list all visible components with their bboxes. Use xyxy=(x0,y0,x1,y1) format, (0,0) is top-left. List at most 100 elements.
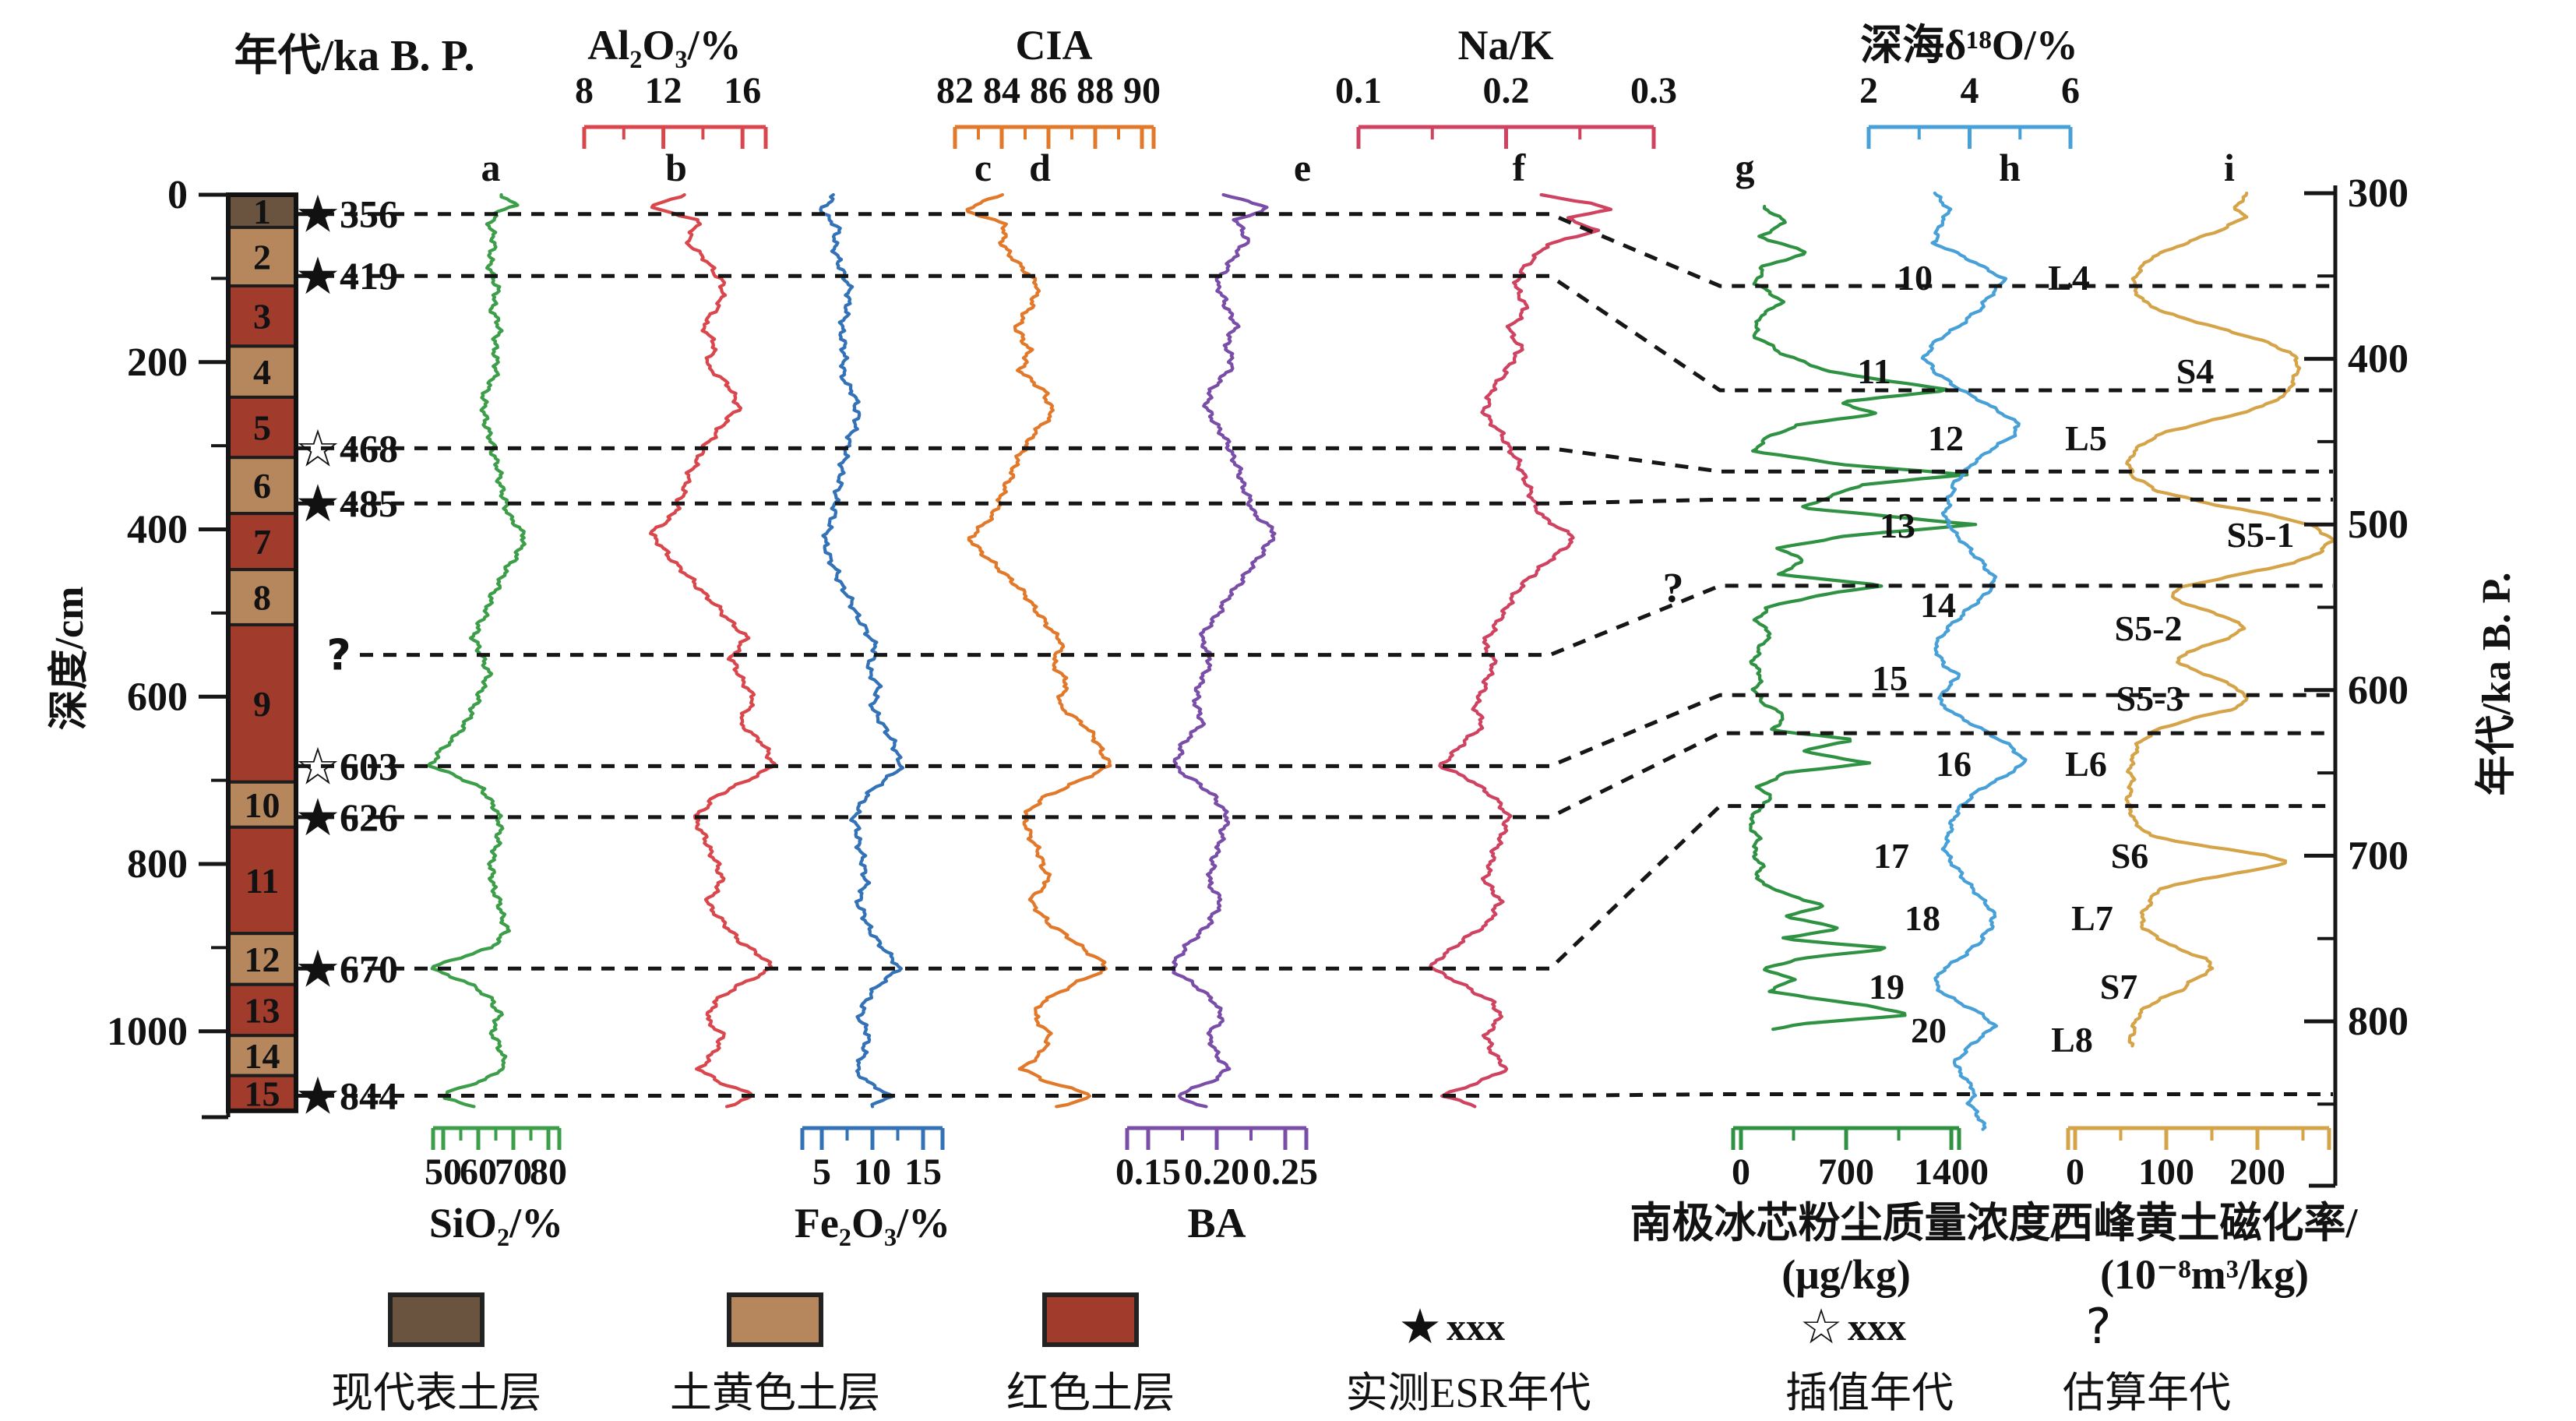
loess-unit-label: S7 xyxy=(2100,967,2138,1007)
legend-swatch-modern xyxy=(388,1292,485,1347)
correlation-line-603 xyxy=(298,693,2333,768)
legend-item: ? 估算年代 xyxy=(2063,1298,2231,1416)
mis-stage-label: 16 xyxy=(1936,744,1972,784)
mis-stage-label: 11 xyxy=(1857,351,1891,391)
legend-swatch-red xyxy=(1042,1292,1139,1347)
esr-age-value: 419 xyxy=(340,254,398,298)
panel-c-axis-title: Fe₂O₃/% xyxy=(795,1200,950,1246)
strat-layer-number: 12 xyxy=(245,940,280,979)
curve-b xyxy=(648,192,778,1109)
correlation-line-485 xyxy=(298,497,2333,506)
esr-star-icon: ★ xyxy=(294,1066,340,1126)
age-tick-label: 500 xyxy=(2348,502,2409,547)
legend-item: 土黄色土层 xyxy=(670,1292,880,1416)
panel-d-axis-title: CIA xyxy=(1015,22,1092,69)
bracket-tick-label: 15 xyxy=(904,1151,942,1193)
loess-unit-label: L4 xyxy=(2048,258,2090,298)
panel-letter-g: g xyxy=(1736,146,1755,189)
depth-tick-label: 400 xyxy=(127,508,188,552)
strat-layer-number: 5 xyxy=(253,408,271,448)
loess-unit-label: L6 xyxy=(2065,744,2107,784)
strat-layer-number: 15 xyxy=(245,1074,280,1113)
mis-stage-label: 12 xyxy=(1928,418,1964,458)
bracket-tick-label: 0.1 xyxy=(1335,70,1382,111)
bracket-tick-label: 100 xyxy=(2138,1151,2194,1193)
legend-label: 估算年代 xyxy=(2063,1370,2231,1416)
strat-layer-number: 13 xyxy=(245,990,280,1030)
legend-label: 插值年代 xyxy=(1785,1370,1954,1416)
esr-age-value: 485 xyxy=(340,481,398,525)
bracket-tick-label: 90 xyxy=(1123,70,1161,111)
age-tick-label: 700 xyxy=(2348,834,2409,878)
esr-star-icon: ★ xyxy=(1398,1298,1442,1355)
legend-item: 红色土层 xyxy=(1006,1292,1175,1416)
bracket-tick-label: 10 xyxy=(854,1151,891,1193)
loess-unit-label: L7 xyxy=(2071,898,2113,938)
mis-stage-label: 18 xyxy=(1905,898,1940,938)
mis-stage-label: 13 xyxy=(1880,506,1915,545)
panel-i-axis-title-line2: (10⁻⁸m³/kg) xyxy=(2100,1251,2309,1298)
bracket-tick-label: 84 xyxy=(983,70,1020,111)
age-tick-label: 400 xyxy=(2348,337,2409,382)
mis-stage-label: 14 xyxy=(1920,585,1956,625)
esr-age-value: 670 xyxy=(340,947,398,990)
bracket-tick-label: 200 xyxy=(2229,1151,2285,1193)
bracket-tick-label: 70 xyxy=(495,1151,532,1193)
loess-unit-label: S6 xyxy=(2111,836,2149,876)
panel-letter-f: f xyxy=(1513,146,1527,189)
esr-age-value: 844 xyxy=(340,1074,398,1117)
bracket-tick-label: 5 xyxy=(812,1151,831,1193)
depth-tick-label: 0 xyxy=(167,173,188,217)
legend-symbol-suffix: xxx xyxy=(1447,1305,1505,1349)
legend-label: 土黄色土层 xyxy=(670,1370,880,1416)
strat-layer-14 xyxy=(227,1034,298,1077)
bracket-tick-label: 16 xyxy=(724,70,761,111)
legend-item: ☆ xxx 插值年代 xyxy=(1785,1298,1954,1416)
curve-i xyxy=(2124,191,2335,1048)
legend-item: ★ xxx 实测ESR年代 xyxy=(1345,1298,1591,1416)
esr-star-icon: ★ xyxy=(294,185,340,245)
estimated-age-question-left: ? xyxy=(326,631,351,680)
loess-unit-label: S4 xyxy=(2176,351,2215,391)
interpolated-star-icon: ☆ xyxy=(294,736,340,796)
curve-c xyxy=(819,192,905,1109)
question-icon: ? xyxy=(2086,1298,2112,1355)
age-axis-title: 年代/ka B. P. xyxy=(2474,572,2519,795)
panel-i-axis-title-line1: 西峰黄土磁化率/ xyxy=(2051,1200,2358,1246)
depth-axis-title: 深度/cm xyxy=(47,587,92,731)
mis-stage-label: 17 xyxy=(1873,836,1909,876)
curve-h xyxy=(1920,191,2028,1131)
bracket-tick-label: 82 xyxy=(936,70,974,111)
interpolated-star-icon: ☆ xyxy=(1799,1298,1843,1355)
panel-letter-i: i xyxy=(2224,146,2235,189)
curve-d xyxy=(965,192,1112,1109)
esr-star-icon: ★ xyxy=(294,474,340,534)
depth-tick-label: 1000 xyxy=(107,1010,188,1054)
bracket-tick-label: 700 xyxy=(1818,1151,1874,1193)
loess-unit-label: S5-1 xyxy=(2227,515,2295,555)
curve-e xyxy=(1169,192,1277,1109)
strat-layer-number: 2 xyxy=(253,238,271,277)
strat-layer-number: 6 xyxy=(253,466,271,506)
strat-layer-number: 4 xyxy=(253,352,271,392)
panel-letter-h: h xyxy=(1999,146,2021,189)
mis-stage-label: 15 xyxy=(1872,658,1908,698)
bracket-tick-label: 2 xyxy=(1859,70,1878,111)
esr-star-icon: ★ xyxy=(294,246,340,306)
bracket-tick-label: 12 xyxy=(645,70,682,111)
strat-layer-number: 10 xyxy=(245,785,280,825)
age-tick-label: 600 xyxy=(2348,668,2409,713)
panel-g-axis-title-line2: (μg/kg) xyxy=(1781,1251,1911,1298)
interpolated-star-icon: ☆ xyxy=(294,418,340,478)
panel-g-axis-title-line1: 南极冰芯粉尘质量浓度/ xyxy=(1630,1200,2063,1246)
esr-star-icon: ★ xyxy=(294,788,340,848)
bracket-tick-label: 86 xyxy=(1030,70,1067,111)
curve-f xyxy=(1429,192,1613,1109)
panel-e-axis-title: BA xyxy=(1187,1200,1246,1246)
strat-layer-number: 1 xyxy=(253,192,271,231)
panel-letter-b: b xyxy=(665,146,687,189)
loess-unit-label: S5-3 xyxy=(2116,679,2184,718)
bracket-tick-label: 0 xyxy=(2066,1151,2084,1193)
panel-letter-e: e xyxy=(1294,146,1311,189)
